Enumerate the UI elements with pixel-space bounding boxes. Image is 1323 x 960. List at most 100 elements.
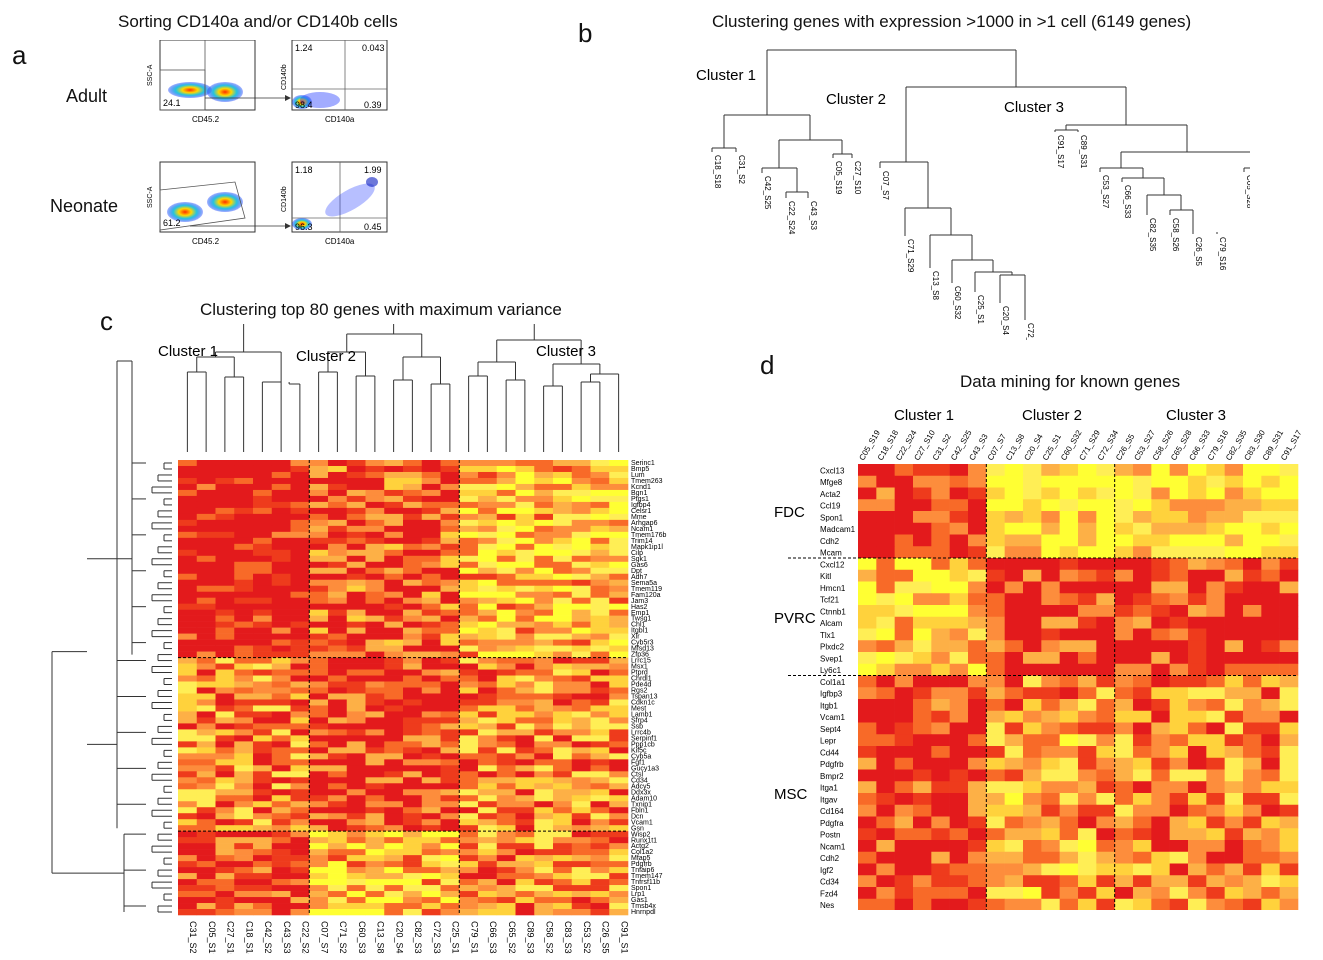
heat-c-cell xyxy=(196,483,216,491)
heat-c-cell xyxy=(384,861,404,868)
heat-c-cell xyxy=(553,807,573,814)
heat-c-cell xyxy=(196,747,216,754)
heat-c-cell xyxy=(384,555,404,563)
heat-c-cell xyxy=(271,567,291,575)
heat-c-cell xyxy=(346,711,366,718)
heat-c-cell xyxy=(496,807,516,814)
heat-c-cell xyxy=(365,591,385,598)
heat-d-cell xyxy=(1224,734,1244,747)
heat-c-cell xyxy=(590,837,610,844)
heat-d-cell xyxy=(1243,675,1262,688)
heat-c-cell xyxy=(215,555,235,563)
heat-d-cell xyxy=(1004,687,1024,700)
heat-d-cell xyxy=(1188,875,1207,888)
heat-c-cell xyxy=(534,735,554,742)
heat-c-cell xyxy=(571,609,591,616)
heat-c-cell xyxy=(478,555,498,563)
heat-d-cell xyxy=(1059,851,1079,864)
heat-c-cell xyxy=(253,669,273,676)
heat-c-cell xyxy=(459,579,479,587)
heat-c-cell xyxy=(384,837,404,844)
heat-c-cell xyxy=(609,717,629,724)
heat-c-cell xyxy=(553,489,573,497)
heat-c-cell xyxy=(215,495,235,503)
heat-c-cell xyxy=(440,501,460,509)
heat-d-cell xyxy=(931,722,950,735)
heat-d-cell xyxy=(968,569,987,582)
heat-c-cell xyxy=(215,867,235,874)
heat-d-cell xyxy=(1243,840,1262,853)
heat-c-cell xyxy=(215,460,235,467)
heat-d-cell xyxy=(894,840,914,853)
heat-c-cell xyxy=(571,771,591,778)
heat-c-cell xyxy=(196,735,216,742)
heat-c-cell xyxy=(328,633,348,640)
heat-c-cell xyxy=(496,885,516,892)
heat-c-cell xyxy=(478,669,498,676)
heat-c-cell xyxy=(290,831,310,838)
heat-c-cell xyxy=(384,687,404,694)
heat-c-cell xyxy=(496,771,516,778)
heat-d-cell xyxy=(1078,699,1097,712)
heat-c-cell xyxy=(384,885,404,892)
heat-d-cell xyxy=(949,710,969,723)
heat-d-cell xyxy=(1041,757,1060,770)
heat-c-cell xyxy=(253,609,273,616)
heat-c-cell xyxy=(253,897,273,904)
heat-c-cell xyxy=(215,663,235,670)
heat-c-gene-label: Bgn1 xyxy=(631,490,647,497)
heat-c-cell xyxy=(234,609,254,616)
heat-c-cell xyxy=(196,843,216,850)
heat-c-cell xyxy=(290,501,310,509)
heat-d-cell xyxy=(1004,781,1024,794)
heat-c-cell xyxy=(328,675,348,682)
heat-c-cell xyxy=(309,597,329,604)
heat-c-cell xyxy=(571,831,591,838)
heat-c-gene-label: Bmp5 xyxy=(631,466,649,473)
heat-c-cell xyxy=(459,861,479,868)
heat-d-cell xyxy=(986,558,1005,571)
heat-c-gene-label: Sfrp4 xyxy=(631,718,648,725)
heat-d-cell xyxy=(1206,804,1225,817)
heat-c-cell xyxy=(215,543,235,551)
heat-d-cell xyxy=(1151,475,1170,488)
heat-d-cell xyxy=(1169,569,1189,582)
heat-c-cell xyxy=(459,585,479,593)
heat-c-cell xyxy=(328,645,348,652)
heat-c-cell xyxy=(215,903,235,910)
heat-c-cell xyxy=(421,861,441,868)
heat-d-cell xyxy=(931,804,950,817)
heat-d-cell xyxy=(1188,675,1207,688)
heat-c-cell xyxy=(290,807,310,814)
heat-c-cell xyxy=(253,723,273,730)
heat-c-cell xyxy=(571,849,591,856)
heat-d-cell xyxy=(1041,475,1060,488)
heat-c-cell xyxy=(328,711,348,718)
svg-text:CD140b: CD140b xyxy=(281,186,288,212)
heat-c-cell xyxy=(290,771,310,778)
heat-d-cell xyxy=(1133,605,1152,618)
heat-c-cell xyxy=(403,537,423,545)
heat-c-cell xyxy=(478,460,498,467)
heat-c-cell xyxy=(403,627,423,634)
heat-c-cell xyxy=(365,777,385,784)
heat-c-cell xyxy=(515,861,535,868)
heat-d-cell xyxy=(1224,840,1244,853)
heat-c-cell xyxy=(253,573,273,581)
heat-c-cell xyxy=(196,879,216,886)
heat-c-cell xyxy=(346,483,366,491)
heat-c-cell xyxy=(309,729,329,736)
heat-c-cell xyxy=(309,513,329,521)
heat-d-cell xyxy=(1206,511,1225,524)
heat-c-cell xyxy=(196,807,216,814)
heat-c-cell xyxy=(403,573,423,581)
heat-c-cell xyxy=(253,711,273,718)
heat-d-cell xyxy=(1206,840,1225,853)
heat-d-cell xyxy=(968,840,987,853)
heat-c-cell xyxy=(609,909,629,916)
heat-d-cell xyxy=(1243,875,1262,888)
heat-c-cell xyxy=(384,855,404,862)
heat-c-cell xyxy=(440,531,460,539)
heat-d-cell xyxy=(1206,875,1225,888)
heat-c-gene-label: Tnfaip6 xyxy=(631,867,654,874)
